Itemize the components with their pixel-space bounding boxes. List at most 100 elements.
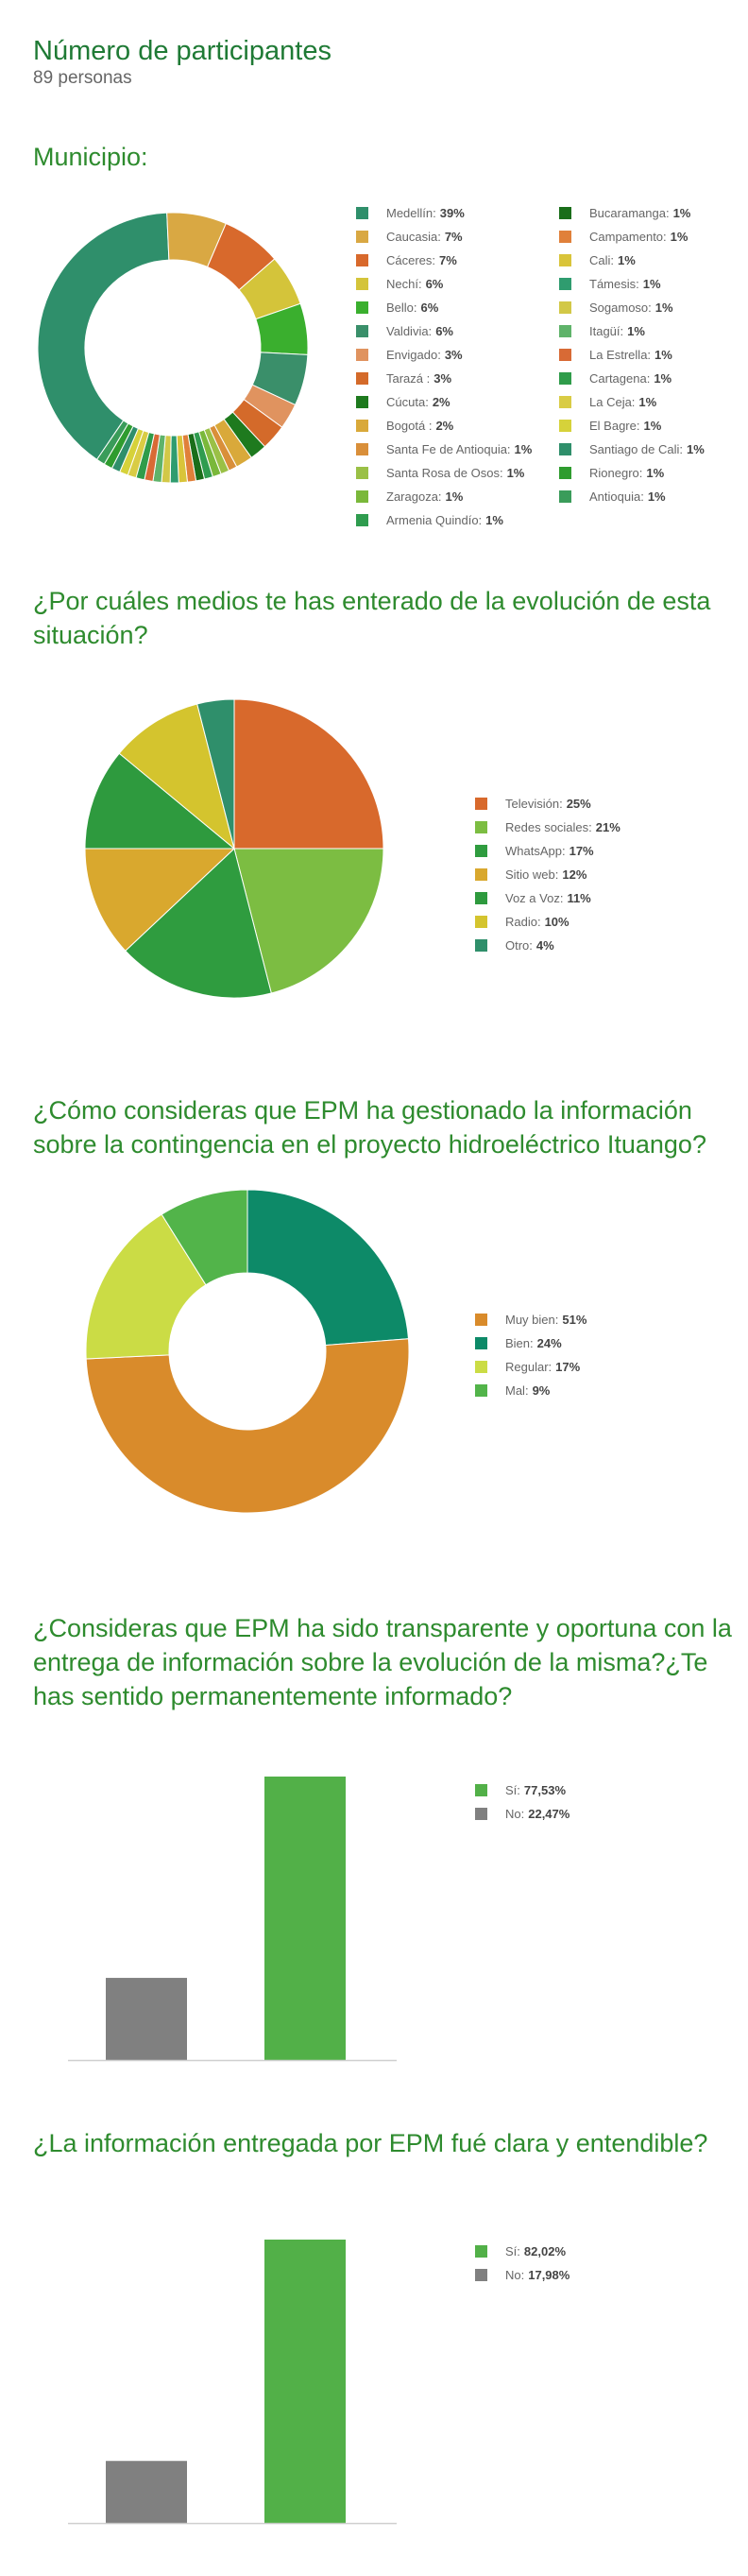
gestion-slice xyxy=(85,1213,207,1360)
municipio-legend-value: 2% xyxy=(432,395,450,409)
transparencia-bar-chart xyxy=(68,1777,397,2062)
municipio-legend-swatch xyxy=(559,207,571,219)
municipio-legend-value: 1% xyxy=(618,253,636,267)
municipio-legend-swatch xyxy=(559,467,571,479)
municipio-legend-item: Bello: 6% xyxy=(356,296,532,319)
transparencia-legend-item: Sí: 77,53% xyxy=(475,1778,570,1802)
clara-legend-value: 82,02% xyxy=(523,2244,566,2258)
municipio-legend-label: Medellín: xyxy=(386,206,436,220)
municipio-legend-value: 1% xyxy=(654,301,673,315)
chart4-title: ¿Consideras que EPM ha sido transparente… xyxy=(33,1614,732,1710)
transparencia-legend-label: Sí: xyxy=(505,1783,520,1797)
gestion-legend-label: Regular: xyxy=(505,1360,552,1374)
municipio-legend-label: Bello: xyxy=(386,301,417,315)
medios-legend-swatch xyxy=(475,798,487,810)
medios-legend-item: Radio: 10% xyxy=(475,910,620,934)
medios-legend-item: Televisión: 25% xyxy=(475,792,620,816)
municipio-legend-label: Cali: xyxy=(589,253,615,267)
transparencia-legend-value: 22,47% xyxy=(528,1807,570,1821)
medios-slice xyxy=(196,698,235,850)
clara-legend-swatch xyxy=(475,2245,487,2258)
municipio-slice xyxy=(95,420,129,465)
municipio-legend-swatch xyxy=(356,420,368,432)
medios-legend-swatch xyxy=(475,939,487,952)
municipio-donut-chart xyxy=(37,212,309,484)
municipio-legend-item: Cúcuta: 2% xyxy=(356,390,532,414)
municipio-legend-swatch xyxy=(559,396,571,408)
municipio-legend-swatch xyxy=(559,231,571,243)
municipio-legend-item: Antioquia: 1% xyxy=(559,485,705,508)
municipio-legend-label: Bucaramanga: xyxy=(589,206,670,220)
medios-legend-value: 12% xyxy=(562,867,587,882)
transparencia-legend-label: No: xyxy=(505,1807,525,1821)
municipio-legend-value: 1% xyxy=(643,419,662,433)
municipio-legend-label: Cúcuta: xyxy=(386,395,429,409)
municipio-legend-value: 39% xyxy=(439,206,465,220)
medios-legend-value: 25% xyxy=(566,797,591,811)
municipio-legend-value: 6% xyxy=(435,324,453,338)
clara-bar-sí xyxy=(264,2240,346,2523)
municipio-legend-swatch xyxy=(559,254,571,266)
transparencia-legend-swatch xyxy=(475,1808,487,1820)
municipio-legend-label: La Ceja: xyxy=(589,395,636,409)
clara-legend-item: Sí: 82,02% xyxy=(475,2240,570,2263)
municipio-legend-swatch xyxy=(356,490,368,503)
municipio-legend-swatch xyxy=(559,349,571,361)
municipio-legend-item: Santa Rosa de Osos: 1% xyxy=(356,461,532,485)
municipio-legend-item: Caucasia: 7% xyxy=(356,225,532,249)
medios-legend-value: 4% xyxy=(536,938,554,953)
municipio-legend-label: Támesis: xyxy=(589,277,639,291)
transparencia-bar-sí xyxy=(264,1777,346,2060)
clara-legend-label: Sí: xyxy=(505,2244,520,2258)
medios-legend-value: 11% xyxy=(567,891,591,905)
municipio-legend-value: 1% xyxy=(485,513,503,527)
gestion-legend-item: Muy bien: 51% xyxy=(475,1308,586,1331)
municipio-legend-swatch xyxy=(356,325,368,337)
medios-legend-label: Redes sociales: xyxy=(505,820,592,834)
municipio-legend-item: Envigado: 3% xyxy=(356,343,532,367)
municipio-legend-item: Armenia Quindío: 1% xyxy=(356,508,532,532)
page-title: Número de participantes xyxy=(33,36,332,66)
municipio-legend-value: 1% xyxy=(445,489,464,504)
medios-legend-label: Radio: xyxy=(505,915,541,929)
gestion-legend-swatch xyxy=(475,1337,487,1349)
municipio-legend-value: 1% xyxy=(672,206,691,220)
transparencia-legend: Sí: 77,53% No: 22,47% xyxy=(475,1778,570,1826)
municipio-legend-item: Sogamoso: 1% xyxy=(559,296,705,319)
municipio-legend-swatch xyxy=(356,372,368,385)
gestion-legend-swatch xyxy=(475,1361,487,1373)
municipio-legend-item: El Bagre: 1% xyxy=(559,414,705,438)
municipio-legend-label: Valdivia: xyxy=(386,324,433,338)
medios-legend-item: Redes sociales: 21% xyxy=(475,816,620,839)
clara-legend: Sí: 82,02% No: 17,98% xyxy=(475,2240,570,2287)
municipio-legend-item: Bogotá :2% xyxy=(356,414,532,438)
municipio-legend-item: La Ceja: 1% xyxy=(559,390,705,414)
municipio-legend-label: Sogamoso: xyxy=(589,301,652,315)
medios-legend-item: Voz a Voz: 11% xyxy=(475,886,620,910)
gestion-legend-value: 51% xyxy=(562,1313,587,1327)
municipio-legend-label: Campamento: xyxy=(589,230,667,244)
municipio-legend-swatch xyxy=(559,372,571,385)
municipio-legend-item: Santa Fe de Antioquia: 1% xyxy=(356,438,532,461)
gestion-legend-value: 9% xyxy=(532,1383,551,1398)
medios-legend-label: Televisión: xyxy=(505,797,563,811)
municipio-legend-value: 7% xyxy=(439,253,457,267)
medios-legend-item: Otro: 4% xyxy=(475,934,620,957)
gestion-slice xyxy=(246,1189,410,1347)
municipio-legend-item: Rionegro: 1% xyxy=(559,461,705,485)
municipio-legend-swatch xyxy=(356,514,368,526)
municipio-legend-label: Envigado: xyxy=(386,348,441,362)
municipio-legend-swatch xyxy=(559,301,571,314)
medios-legend: Televisión: 25% Redes sociales: 21% WhatsApp… xyxy=(475,792,620,957)
gestion-legend-item: Bien: 24% xyxy=(475,1331,586,1355)
gestion-legend-swatch xyxy=(475,1384,487,1397)
medios-legend-value: 17% xyxy=(569,844,594,858)
municipio-legend-col2: Bucaramanga: 1% Campamento: 1% Cali: 1% Támesi… xyxy=(559,201,705,508)
municipio-legend-label: Zaragoza: xyxy=(386,489,442,504)
gestion-slice xyxy=(161,1189,248,1286)
gestion-slice xyxy=(85,1338,410,1514)
municipio-legend-value: 6% xyxy=(420,301,439,315)
municipio-legend-value: 1% xyxy=(654,348,672,362)
medios-legend-label: WhatsApp: xyxy=(505,844,566,858)
municipio-legend-item: La Estrella: 1% xyxy=(559,343,705,367)
